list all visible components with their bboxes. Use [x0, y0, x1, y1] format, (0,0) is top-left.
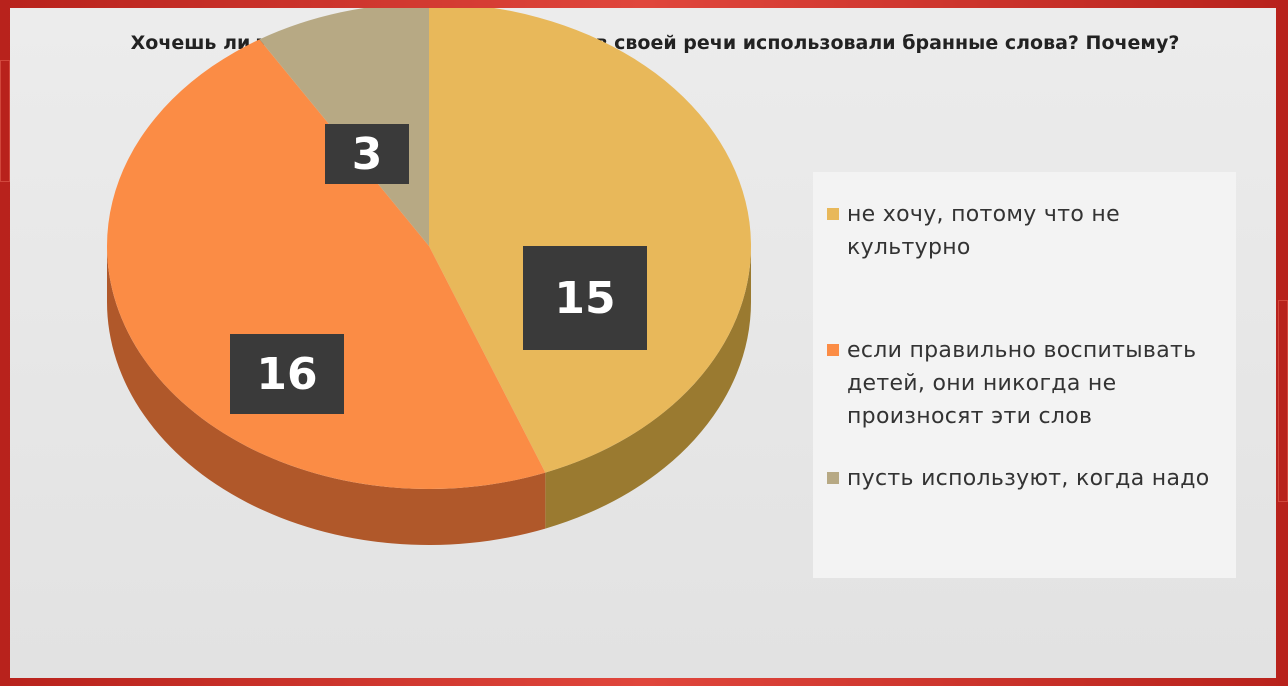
pie-slice-1-side — [545, 246, 751, 529]
legend-label: пусть используют, когда надо — [847, 466, 1210, 491]
pie-slice-1 — [429, 8, 752, 473]
legend-label: если правильно воспитывать детей, они ни… — [847, 338, 1197, 429]
data-label-3: 3 — [352, 129, 383, 180]
circuit-trace — [1278, 300, 1288, 502]
legend: не хочу, потому что не культурно если пра… — [813, 172, 1236, 578]
data-label-box-3 — [325, 124, 409, 184]
slide: Хочешь ли ты, чтобы твои будущие дети в … — [10, 8, 1276, 678]
pie-chart: 15 16 3 — [106, 8, 752, 545]
pie-depth — [107, 246, 751, 545]
data-label-1: 15 — [554, 273, 615, 324]
legend-label: не хочу, потому что не культурно — [847, 202, 1120, 260]
legend-item-2: если правильно воспитывать детей, они ни… — [827, 334, 1228, 433]
legend-swatch — [827, 344, 839, 356]
data-label-box-2 — [230, 334, 344, 414]
legend-item-3: пусть используют, когда надо — [827, 462, 1228, 495]
legend-item-1: не хочу, потому что не культурно — [827, 198, 1228, 264]
legend-swatch — [827, 208, 839, 220]
pie-data-labels: 15 16 3 — [230, 124, 647, 414]
circuit-trace — [0, 60, 10, 182]
data-label-box-1 — [523, 246, 647, 350]
pie-slice-2 — [106, 39, 546, 490]
pie-slice-2-side — [107, 246, 546, 545]
data-label-2: 16 — [256, 349, 317, 400]
pie-slices — [106, 8, 752, 490]
legend-swatch — [827, 472, 839, 484]
